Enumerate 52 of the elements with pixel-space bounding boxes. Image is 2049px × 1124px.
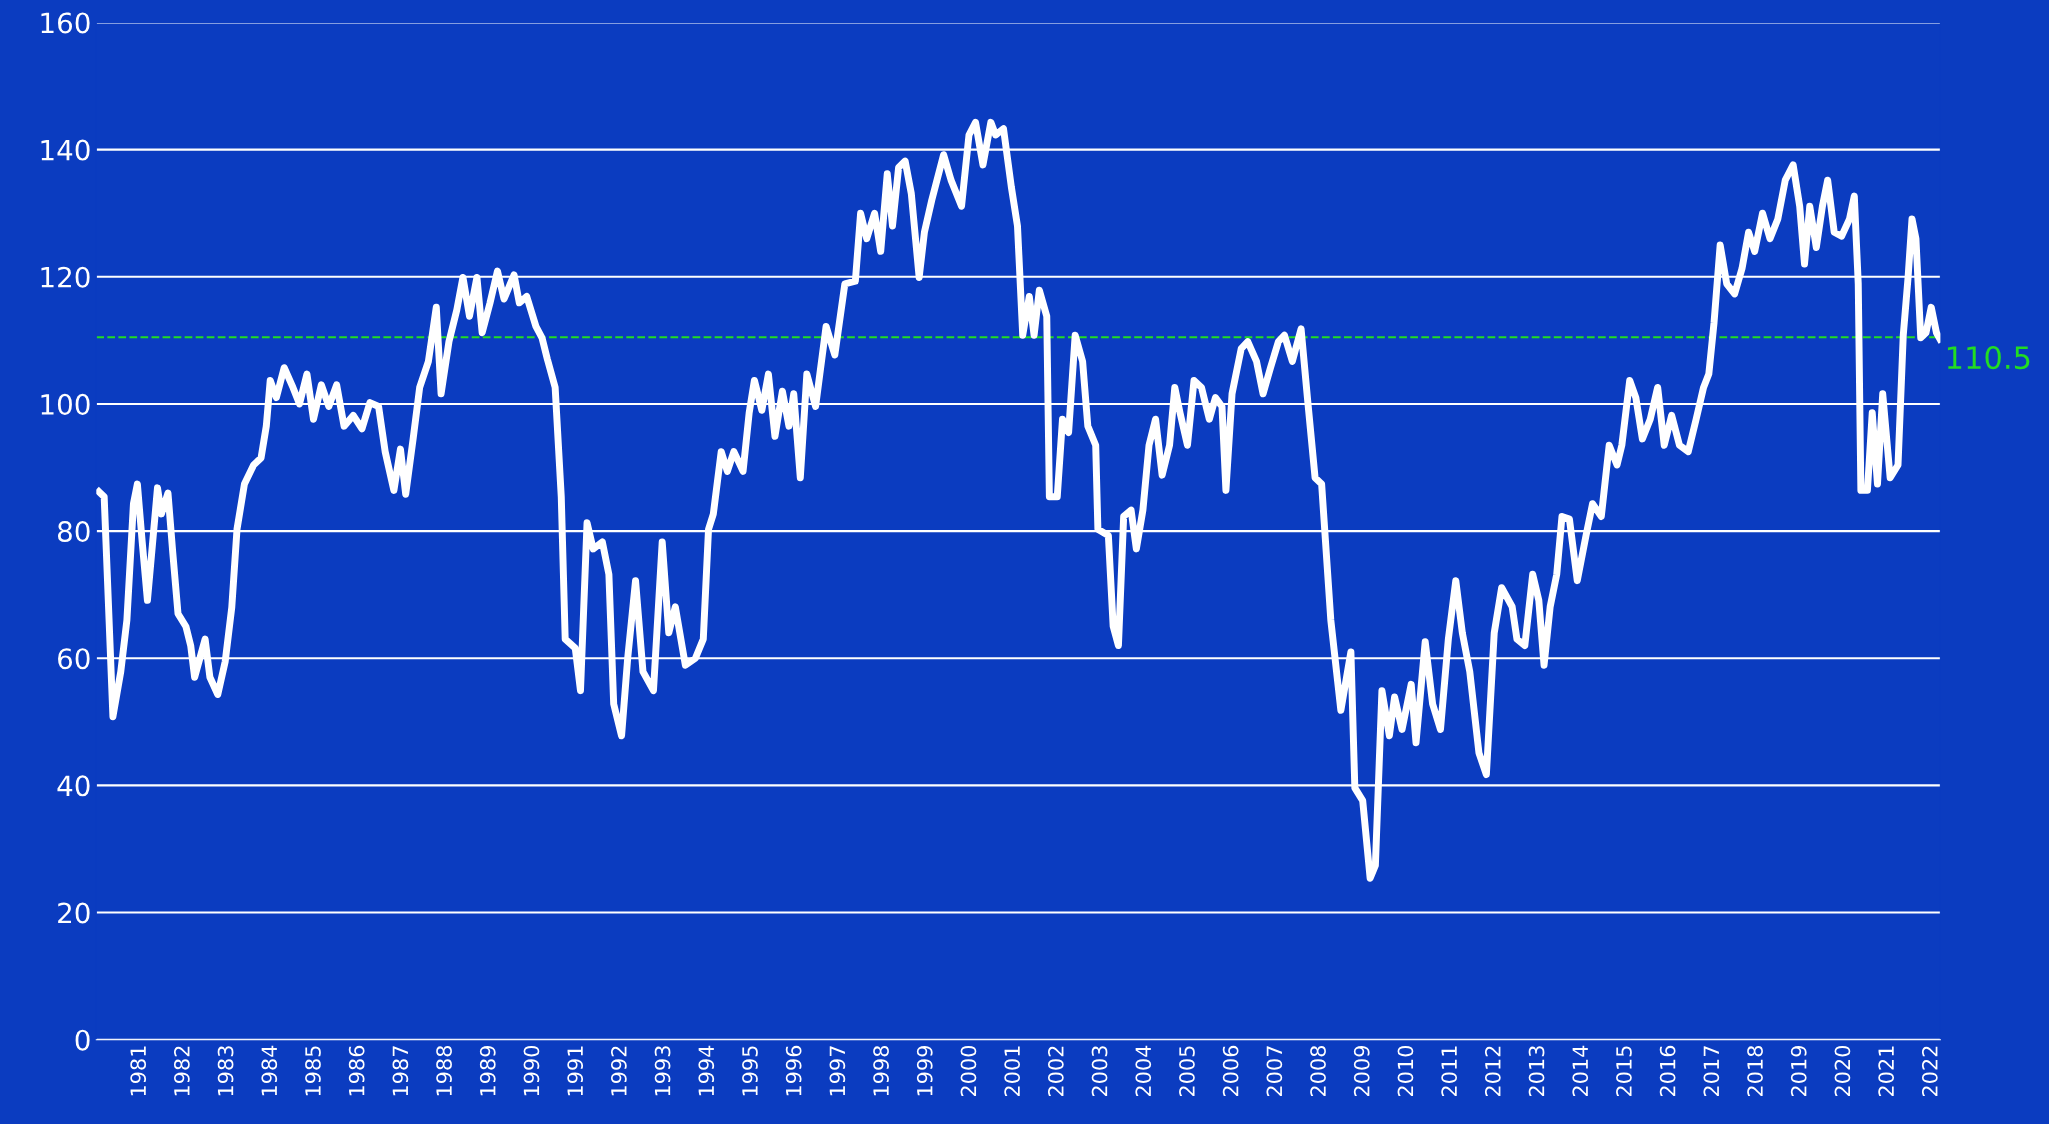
- x-tick-label: 1983: [217, 1046, 234, 1096]
- x-tick-label: 1997: [829, 1046, 846, 1096]
- x-tick-label: 2015: [1616, 1046, 1632, 1097]
- x-tick-label: 2012: [1484, 1046, 1501, 1097]
- x-tick-label: 2000: [960, 1045, 977, 1097]
- y-tick-label: 0: [75, 1029, 90, 1051]
- x-tick-label: 2020: [1834, 1045, 1851, 1097]
- x-tick-label: 1985: [305, 1046, 321, 1096]
- x-tick-label: 2008: [1310, 1045, 1326, 1097]
- y-tick-label: 60: [58, 648, 90, 670]
- y-tick-label: 100: [41, 393, 90, 415]
- y-tick-label: 160: [41, 12, 90, 34]
- x-tick-label: 2019: [1790, 1046, 1807, 1097]
- x-tick-label: 2007: [1266, 1046, 1283, 1097]
- x-tick-label: 2004: [1135, 1045, 1152, 1097]
- x-tick-label: 1984: [261, 1045, 278, 1096]
- x-tick-label: 1998: [873, 1045, 889, 1096]
- x-tick-label: 1992: [610, 1046, 627, 1096]
- y-tick-label: 140: [41, 139, 90, 161]
- x-tick-label: 2003: [1091, 1046, 1108, 1097]
- x-tick-label: 2001: [1004, 1046, 1021, 1097]
- x-tick-label: 2017: [1703, 1046, 1720, 1097]
- x-tick-label: 2018: [1747, 1045, 1763, 1097]
- x-tick-label: 1995: [742, 1046, 758, 1096]
- y-tick-label: 120: [41, 266, 90, 288]
- x-tick-label: 2009: [1353, 1046, 1370, 1097]
- x-tick-label: 1994: [698, 1045, 715, 1096]
- x-tick-label: 1987: [392, 1046, 409, 1096]
- x-tick-label: 1993: [654, 1046, 671, 1096]
- y-tick-label: 80: [57, 521, 90, 543]
- x-tick-label: 2002: [1047, 1046, 1064, 1097]
- y-tick-label: 40: [57, 775, 90, 797]
- x-tick-label: 2010: [1397, 1045, 1414, 1097]
- ref-line-label: 110.5: [1947, 346, 2030, 370]
- x-tick-label: 2006: [1222, 1045, 1239, 1097]
- x-tick-label: 1982: [173, 1046, 190, 1096]
- x-tick-label: 1996: [785, 1045, 802, 1096]
- x-tick-label: 2005: [1179, 1046, 1195, 1097]
- x-tick-label: 1991: [567, 1046, 584, 1096]
- x-tick-label: 1989: [479, 1046, 496, 1096]
- x-tick-label: 2013: [1528, 1046, 1545, 1097]
- x-tick-label: 2011: [1441, 1046, 1458, 1097]
- x-tick-label: 1981: [130, 1046, 147, 1096]
- x-tick-label: 2016: [1659, 1045, 1676, 1097]
- x-tick-label: 1990: [523, 1045, 540, 1096]
- x-tick-label: 2022: [1921, 1046, 1938, 1097]
- y-tick-label: 20: [58, 902, 90, 924]
- x-tick-label: 1988: [436, 1045, 452, 1096]
- x-tick-label: 2021: [1878, 1046, 1895, 1097]
- x-tick-label: 1986: [348, 1045, 365, 1096]
- x-tick-label: 2014: [1572, 1045, 1589, 1097]
- x-tick-label: 1999: [916, 1046, 933, 1096]
